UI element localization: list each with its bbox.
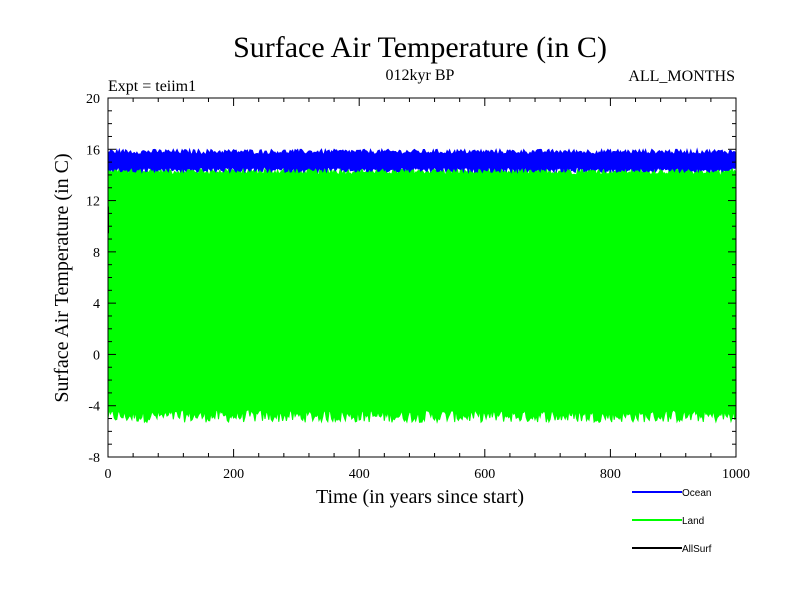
months-label: ALL_MONTHS bbox=[628, 68, 735, 85]
y-tick-label: 16 bbox=[86, 143, 100, 158]
y-tick-label: -4 bbox=[88, 400, 100, 415]
x-tick-label: 0 bbox=[105, 467, 112, 482]
legend-label-ocean: Ocean bbox=[682, 488, 711, 499]
legend-label-allsurf: AllSurf bbox=[682, 544, 712, 555]
y-tick-label: 20 bbox=[86, 92, 100, 107]
x-tick-label: 200 bbox=[223, 467, 244, 482]
legend: Ocean Land AllSurf bbox=[632, 488, 712, 555]
series-land bbox=[107, 165, 737, 424]
x-tick-label: 800 bbox=[600, 467, 621, 482]
series-layer bbox=[107, 147, 737, 424]
legend-label-land: Land bbox=[682, 516, 704, 527]
chart-title: Surface Air Temperature (in C) bbox=[233, 31, 607, 64]
experiment-label: Expt = teiim1 bbox=[108, 78, 196, 95]
y-tick-label: 12 bbox=[86, 195, 100, 210]
y-tick-label: -8 bbox=[88, 451, 100, 466]
y-tick-label: 8 bbox=[93, 246, 100, 261]
chart-subtitle: 012kyr BP bbox=[386, 67, 455, 84]
x-axis-label: Time (in years since start) bbox=[316, 486, 524, 508]
y-tick-label: 4 bbox=[93, 297, 100, 312]
y-tick-label: 0 bbox=[93, 348, 100, 363]
y-axis-label: Surface Air Temperature (in C) bbox=[51, 153, 73, 402]
x-tick-label: 400 bbox=[349, 467, 370, 482]
x-tick-label: 600 bbox=[474, 467, 495, 482]
x-tick-label: 1000 bbox=[722, 467, 750, 482]
